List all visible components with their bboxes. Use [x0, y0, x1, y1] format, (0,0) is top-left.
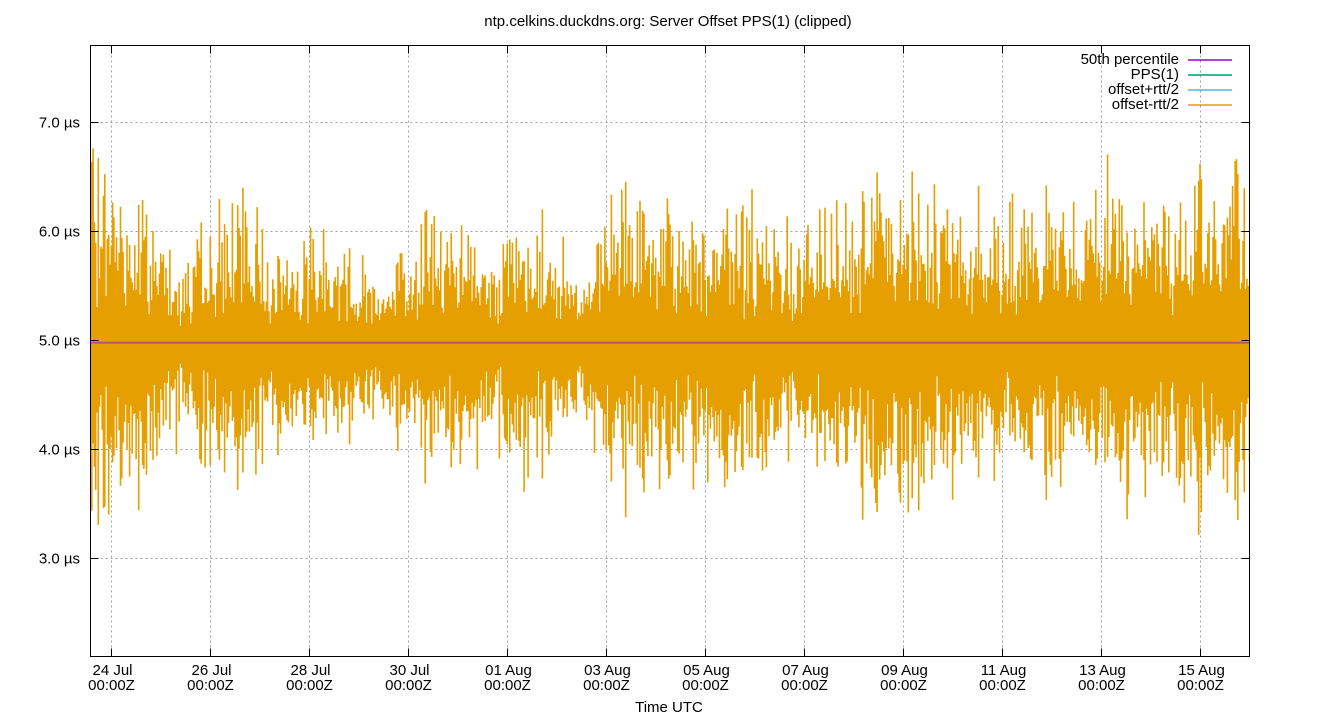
legend-label: 50th percentile [1081, 51, 1179, 68]
x-tick-label: 09 Aug [881, 662, 928, 679]
x-tick-label: 00:00Z [880, 677, 927, 694]
x-tick-label: 00:00Z [583, 677, 630, 694]
x-tick-label: 24 Jul [92, 662, 132, 679]
x-tick-label: 00:00Z [1177, 677, 1224, 694]
y-tick-label: 5.0 µs [39, 333, 80, 350]
y-tick-label: 6.0 µs [39, 224, 80, 241]
x-tick-label: 00:00Z [187, 677, 234, 694]
x-tick-label: 00:00Z [484, 677, 531, 694]
chart-title: ntp.celkins.duckdns.org: Server Offset P… [484, 13, 851, 30]
x-tick-label: 00:00Z [88, 677, 135, 694]
x-tick-label: 00:00Z [979, 677, 1026, 694]
legend-label: PPS(1) [1131, 66, 1179, 83]
x-tick-label: 15 Aug [1178, 662, 1225, 679]
x-tick-label: 00:00Z [286, 677, 333, 694]
legend-label: offset-rtt/2 [1112, 96, 1179, 113]
x-tick-label: 26 Jul [191, 662, 231, 679]
x-tick-label: 28 Jul [290, 662, 330, 679]
y-tick-label: 3.0 µs [39, 551, 80, 568]
plot-border [90, 45, 1250, 657]
y-axis: 3.0 µs 4.0 µs 5.0 µs 6.0 µs 7.0 µs [39, 115, 1250, 568]
series-lines [90, 341, 1249, 344]
x-tick-label: 00:00Z [385, 677, 432, 694]
legend: 50th percentilePPS(1)offset+rtt/2offset-… [1081, 51, 1232, 113]
x-tick-label: 30 Jul [389, 662, 429, 679]
x-tick-label: 00:00Z [1078, 677, 1125, 694]
x-tick-label: 11 Aug [981, 662, 1027, 679]
y-tick-label: 4.0 µs [39, 442, 80, 459]
x-tick-label: 00:00Z [781, 677, 828, 694]
y-tick-label: 7.0 µs [39, 115, 80, 132]
x-tick-label: 05 Aug [683, 662, 730, 679]
legend-label: offset+rtt/2 [1108, 81, 1179, 98]
x-tick-label: 00:00Z [682, 677, 729, 694]
offset-band-path [90, 148, 1249, 535]
offset-band [90, 148, 1249, 535]
x-tick-label: 03 Aug [584, 662, 631, 679]
x-tick-label: 13 Aug [1079, 662, 1126, 679]
x-tick-label: 07 Aug [782, 662, 829, 679]
x-tick-label: 01 Aug [485, 662, 532, 679]
x-axis-label: Time UTC [635, 699, 703, 716]
